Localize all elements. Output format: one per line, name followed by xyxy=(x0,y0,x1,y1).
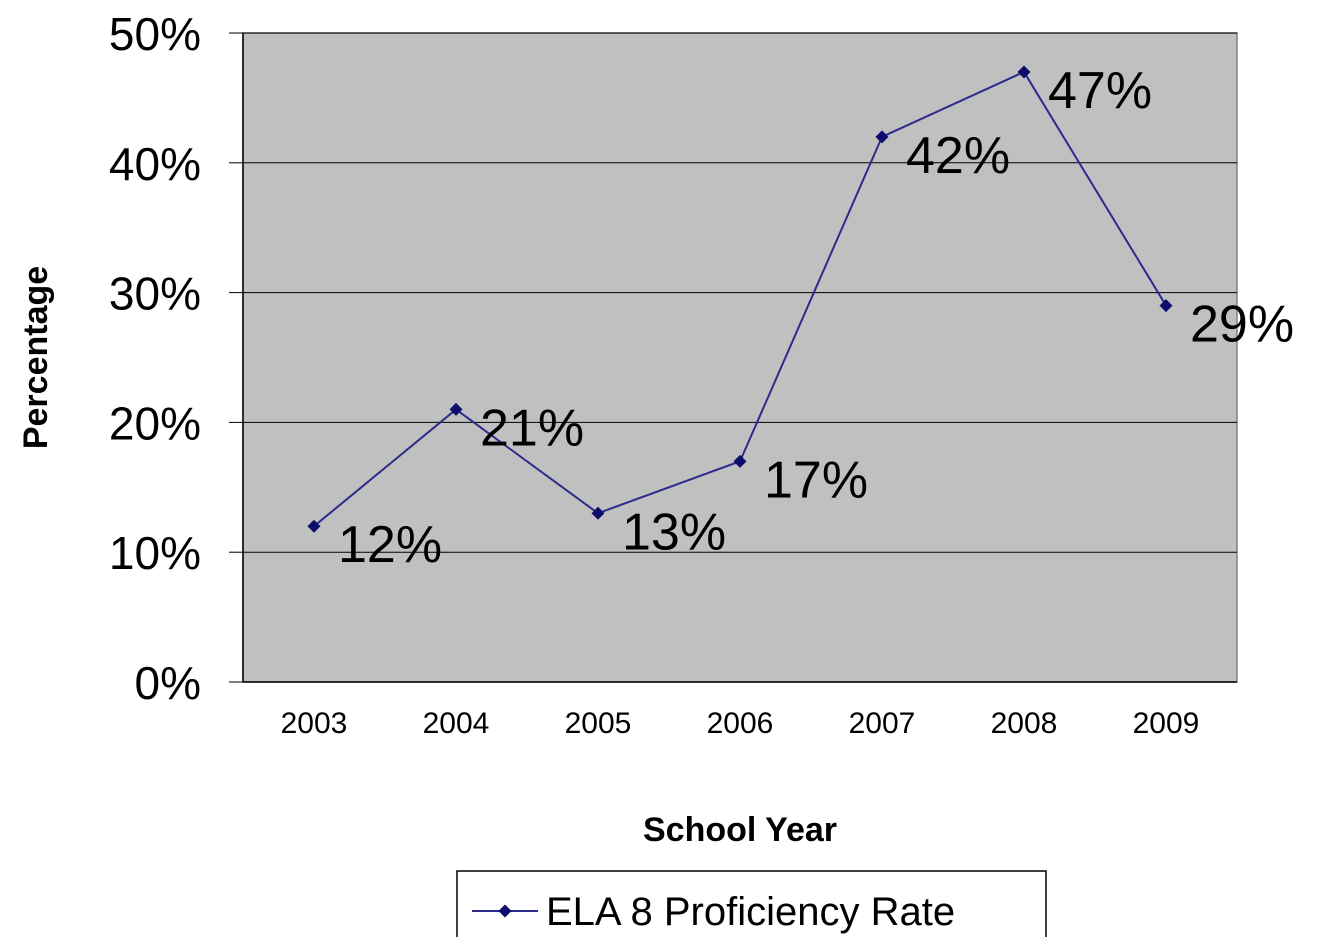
y-tick-label-0: 0% xyxy=(135,657,201,709)
axes xyxy=(229,32,1237,683)
data-label-2008: 47% xyxy=(1048,62,1152,120)
data-label-2005: 13% xyxy=(622,503,726,561)
legend-box xyxy=(456,870,1047,937)
marker-2006 xyxy=(733,454,747,468)
legend-entry-label: ELA 8 Proficiency Rate xyxy=(546,890,955,934)
legend: ELA 8 Proficiency Rate xyxy=(456,870,1047,937)
legend-marker-diamond-icon xyxy=(498,904,512,918)
marker-2005 xyxy=(591,506,605,520)
data-labels: 12% 21% 13% 17% 42% 47% 29% xyxy=(338,62,1294,574)
data-label-2006: 17% xyxy=(764,451,868,509)
marker-2003 xyxy=(307,519,321,533)
x-tick-label-2005: 2005 xyxy=(565,707,632,740)
y-tick-label-10: 10% xyxy=(109,527,201,579)
y-tick-label-20: 20% xyxy=(109,397,201,449)
x-tick-label-2008: 2008 xyxy=(991,707,1058,740)
y-tick-label-30: 30% xyxy=(109,268,201,320)
marker-2009 xyxy=(1159,299,1173,313)
data-label-2003: 12% xyxy=(338,516,442,574)
y-axis-title: Percentage xyxy=(17,266,55,449)
marker-2007 xyxy=(875,130,889,144)
x-tick-labels: 2003 2004 2005 2006 2007 2008 2009 xyxy=(281,707,1200,740)
marker-2004 xyxy=(449,402,463,416)
x-tick-label-2006: 2006 xyxy=(707,707,774,740)
x-tick-label-2004: 2004 xyxy=(423,707,490,740)
x-axis-title: School Year xyxy=(643,811,837,849)
marker-2008 xyxy=(1017,65,1031,79)
y-tick-label-50: 50% xyxy=(109,8,201,60)
y-tick-label-40: 40% xyxy=(109,138,201,190)
data-label-2009: 29% xyxy=(1190,296,1294,354)
gridlines xyxy=(243,32,1237,553)
data-label-2007: 42% xyxy=(906,127,1010,185)
x-tick-label-2007: 2007 xyxy=(849,707,916,740)
plot-area xyxy=(242,32,1238,683)
data-markers xyxy=(307,65,1173,533)
data-label-2004: 21% xyxy=(480,399,584,457)
x-tick-label-2003: 2003 xyxy=(281,707,348,740)
y-tick-labels: 0% 10% 20% 30% 40% 50% xyxy=(109,8,201,709)
x-tick-label-2009: 2009 xyxy=(1133,707,1200,740)
